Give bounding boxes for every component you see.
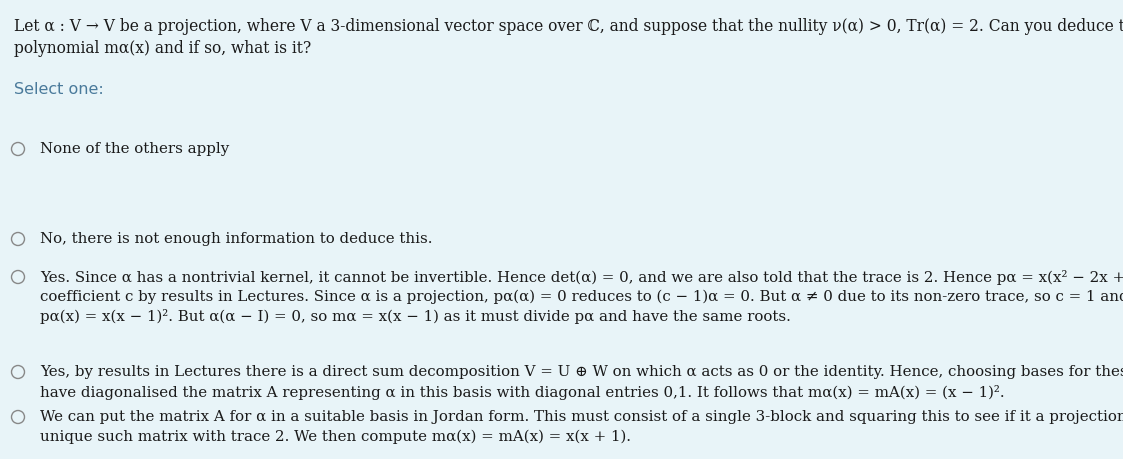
Text: Select one:: Select one: <box>13 82 103 97</box>
Text: pα(x) = x(x − 1)². But α(α − I) = 0, so mα = x(x − 1) as it must divide pα and h: pα(x) = x(x − 1)². But α(α − I) = 0, so … <box>40 309 791 324</box>
Text: None of the others apply: None of the others apply <box>40 142 229 156</box>
Text: Yes, by results in Lectures there is a direct sum decomposition V = U ⊕ W on whi: Yes, by results in Lectures there is a d… <box>40 365 1123 379</box>
Text: have diagonalised the matrix A representing α in this basis with diagonal entrie: have diagonalised the matrix A represent… <box>40 385 1005 399</box>
Text: Yes. Since α has a nontrivial kernel, it cannot be invertible. Hence det(α) = 0,: Yes. Since α has a nontrivial kernel, it… <box>40 270 1123 285</box>
Text: No, there is not enough information to deduce this.: No, there is not enough information to d… <box>40 232 432 246</box>
Text: unique such matrix with trace 2. We then compute mα(x) = mA(x) = x(x + 1).: unique such matrix with trace 2. We then… <box>40 430 631 444</box>
Text: We can put the matrix A for α in a suitable basis in Jordan form. This must cons: We can put the matrix A for α in a suita… <box>40 410 1123 424</box>
Text: Let α : V → V be a projection, where V a 3-dimensional vector space over ℂ, and : Let α : V → V be a projection, where V a… <box>13 18 1123 35</box>
Text: polynomial mα(x) and if so, what is it?: polynomial mα(x) and if so, what is it? <box>13 40 311 57</box>
Text: coefficient c by results in Lectures. Since α is a projection, pα(α) = 0 reduces: coefficient c by results in Lectures. Si… <box>40 290 1123 304</box>
